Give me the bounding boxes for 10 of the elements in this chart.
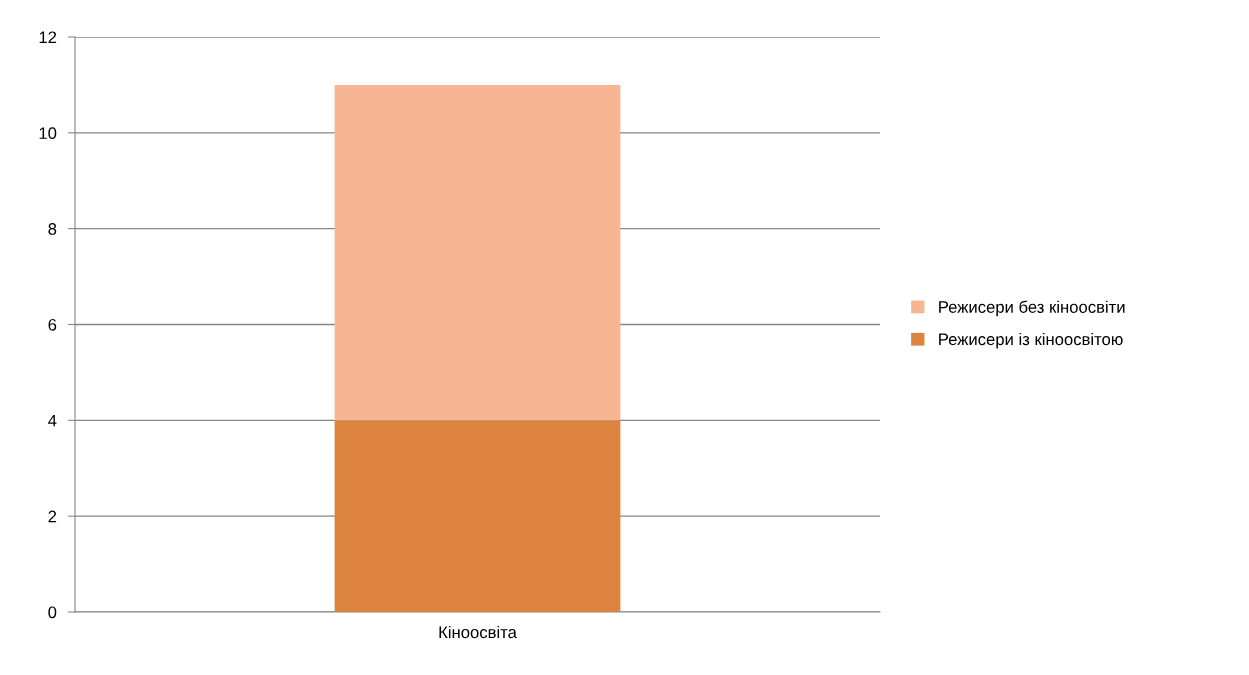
- x-tick-label: Кіноосвіта: [439, 625, 517, 639]
- y-tick-label: 6: [48, 318, 57, 331]
- y-tick-label: 8: [48, 223, 57, 235]
- y-tick-label: 2: [48, 510, 57, 523]
- y-tick-label: 12: [39, 31, 57, 44]
- legend-label: Режисери без кіноосвіти: [939, 300, 1125, 317]
- y-tick-label: 4: [48, 414, 57, 427]
- y-tick-label: 10: [39, 127, 57, 140]
- y-tick-label: 0: [48, 606, 57, 619]
- legend-label: Режисери із кіноосвітою: [939, 332, 1123, 349]
